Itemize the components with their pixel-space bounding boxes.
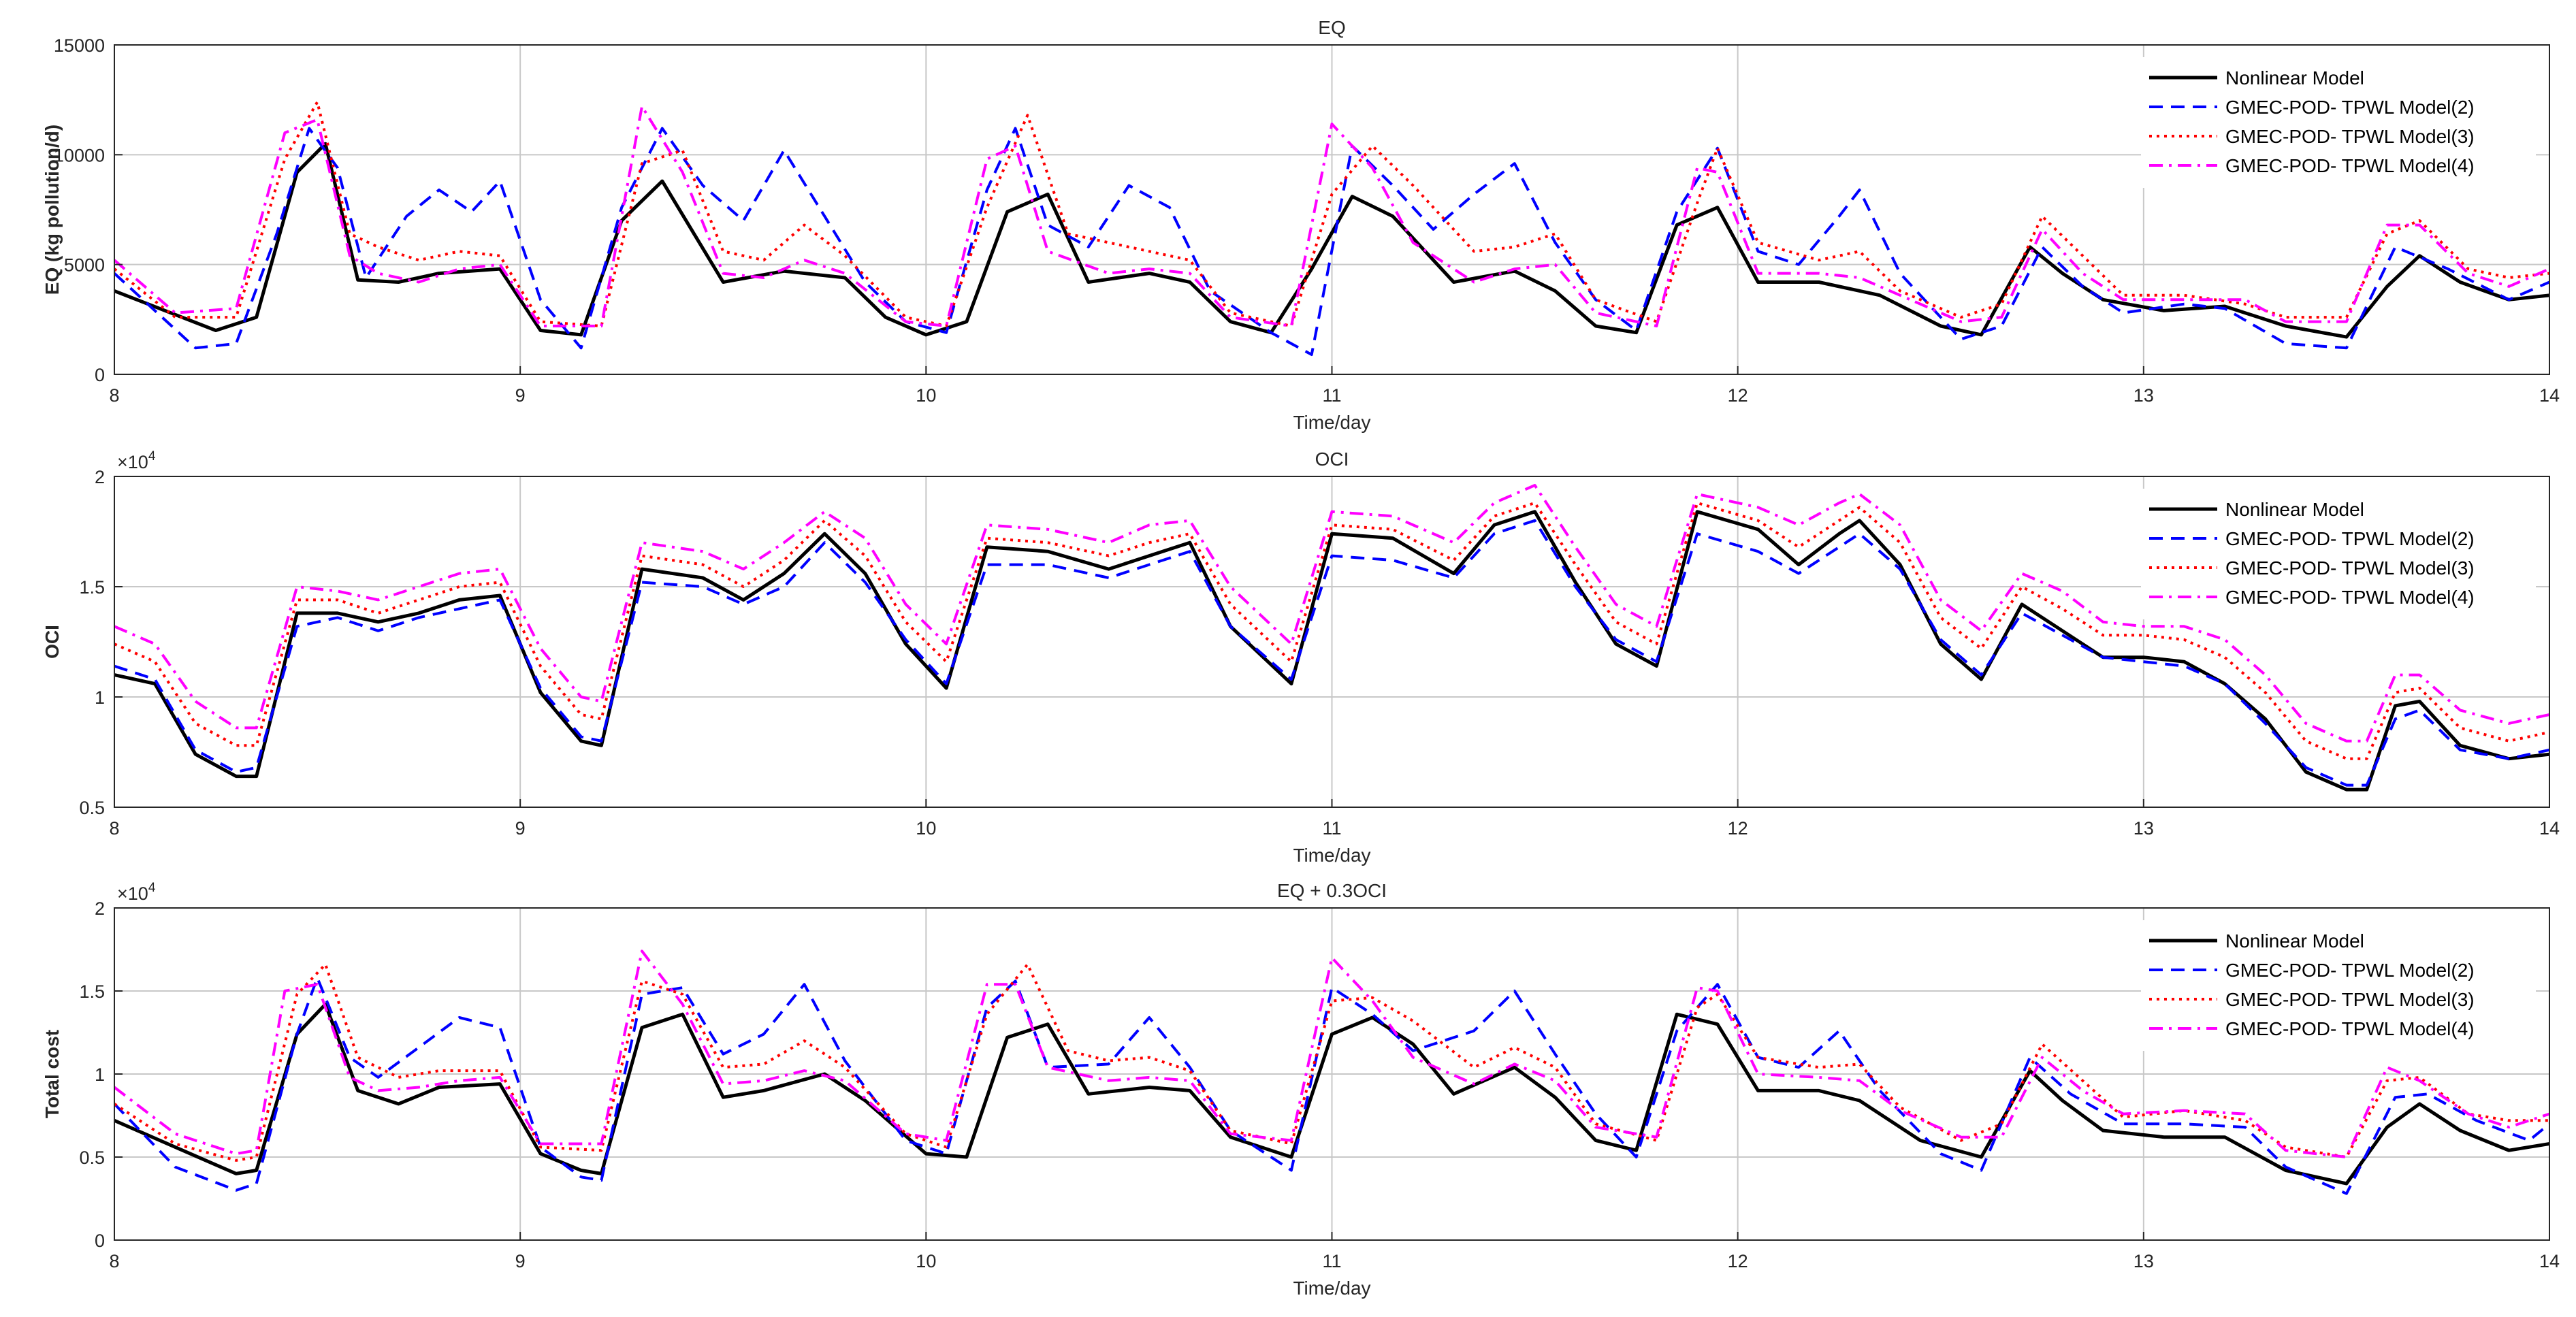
x-tick-label: 13	[2134, 1251, 2154, 1271]
series-line-0	[114, 142, 2549, 339]
x-tick-label: 12	[1728, 818, 1748, 839]
x-tick-label: 13	[2134, 818, 2154, 839]
y-axis-label: Total cost	[42, 1030, 63, 1118]
x-axis-label: Time/day	[1293, 412, 1370, 433]
x-tick-label: 9	[515, 385, 526, 406]
y-tick-label: 1.5	[79, 981, 105, 1002]
x-tick-label: 9	[515, 1251, 526, 1271]
subplot-title: OCI	[1315, 449, 1349, 470]
x-tick-label: 8	[109, 385, 119, 406]
legend-label-0: Nonlinear Model	[2225, 67, 2364, 88]
legend-label-0: Nonlinear Model	[2225, 499, 2364, 520]
y-tick-label: 15000	[54, 35, 105, 56]
x-tick-label: 9	[515, 818, 526, 839]
exponent-power: 4	[148, 881, 156, 895]
x-tick-label: 8	[109, 1251, 119, 1271]
y-tick-label: 1.5	[79, 577, 105, 598]
legend-label-2: GMEC-POD- TPWL Model(3)	[2225, 989, 2475, 1010]
x-tick-label: 10	[916, 385, 936, 406]
legend-label-1: GMEC-POD- TPWL Model(2)	[2225, 960, 2475, 981]
y-tick-label: 10000	[54, 145, 105, 165]
legend-label-3: GMEC-POD- TPWL Model(4)	[2225, 1018, 2475, 1039]
legend-label-2: GMEC-POD- TPWL Model(3)	[2225, 557, 2475, 579]
series-line-2	[114, 100, 2549, 327]
series-line-3	[114, 105, 2549, 327]
legend: Nonlinear Model GMEC-POD- TPWL Model(2) GM…	[2141, 920, 2536, 1051]
y-axis-label: EQ (kg pollution/d)	[42, 125, 63, 295]
x-tick-label: 14	[2539, 385, 2560, 406]
series-line-2	[114, 501, 2549, 760]
series-line-0	[114, 1003, 2549, 1186]
exponent-base: ×10	[117, 452, 148, 472]
x-tick-label: 13	[2134, 385, 2154, 406]
x-tick-label: 11	[1322, 1251, 1341, 1271]
series-line-3	[114, 949, 2549, 1158]
series-line-1	[114, 127, 2549, 356]
x-tick-label: 8	[109, 818, 119, 839]
legend-label-3: GMEC-POD- TPWL Model(4)	[2225, 587, 2475, 608]
x-tick-label: 11	[1322, 818, 1341, 839]
x-tick-label: 11	[1322, 385, 1341, 406]
legend-label-0: Nonlinear Model	[2225, 930, 2364, 952]
subplot-0: 8 9 10 11 12 13 14 0 5000 10000 15000 EQ Time/day EQ …	[42, 17, 2560, 433]
y-tick-label: 1	[95, 1064, 105, 1085]
legend: Nonlinear Model GMEC-POD- TPWL Model(2) GM…	[2141, 489, 2536, 619]
y-tick-label: 2	[95, 467, 105, 487]
y-tick-label: 1	[95, 687, 105, 708]
legend: Nonlinear Model GMEC-POD- TPWL Model(2) GM…	[2141, 57, 2536, 188]
x-tick-label: 14	[2539, 1251, 2560, 1271]
x-tick-label: 12	[1728, 385, 1748, 406]
subplot-1: 8 9 10 11 12 13 14 0.5 1 1.5 2 ×104 OCI Time/day OCI No…	[42, 449, 2560, 866]
legend-label-1: GMEC-POD- TPWL Model(2)	[2225, 528, 2475, 549]
x-axis-label: Time/day	[1293, 845, 1370, 866]
legend-label-2: GMEC-POD- TPWL Model(3)	[2225, 126, 2475, 147]
subplot-title: EQ	[1318, 17, 1345, 38]
series-line-1	[114, 519, 2549, 787]
y-axis-label: OCI	[42, 625, 63, 659]
x-tick-label: 14	[2539, 818, 2560, 839]
x-tick-label: 12	[1728, 1251, 1748, 1271]
series-line-0	[114, 510, 2549, 792]
subplot-title: EQ + 0.3OCI	[1277, 880, 1387, 901]
subplot-2: 8 9 10 11 12 13 14 0 0.5 1 1.5 2 ×104 EQ + 0.3OCI Time…	[42, 880, 2560, 1299]
series-line-2	[114, 963, 2549, 1162]
y-tick-label: 0.5	[79, 1148, 105, 1168]
series-line-1	[114, 976, 2549, 1195]
exponent-base: ×10	[117, 883, 148, 904]
series-line-3	[114, 484, 2549, 743]
y-tick-label: 0	[95, 365, 105, 385]
legend-label-3: GMEC-POD- TPWL Model(4)	[2225, 155, 2475, 176]
y-tick-label: 0.5	[79, 798, 105, 818]
y-tick-label: 5000	[64, 255, 105, 276]
y-axis-exponent: ×104	[117, 449, 156, 472]
x-tick-label: 10	[916, 1251, 936, 1271]
legend-label-1: GMEC-POD- TPWL Model(2)	[2225, 97, 2475, 118]
x-axis-label: Time/day	[1293, 1278, 1370, 1299]
x-tick-label: 10	[916, 818, 936, 839]
y-axis-exponent: ×104	[117, 881, 156, 904]
exponent-power: 4	[148, 449, 156, 464]
y-tick-label: 2	[95, 898, 105, 919]
y-tick-label: 0	[95, 1231, 105, 1251]
